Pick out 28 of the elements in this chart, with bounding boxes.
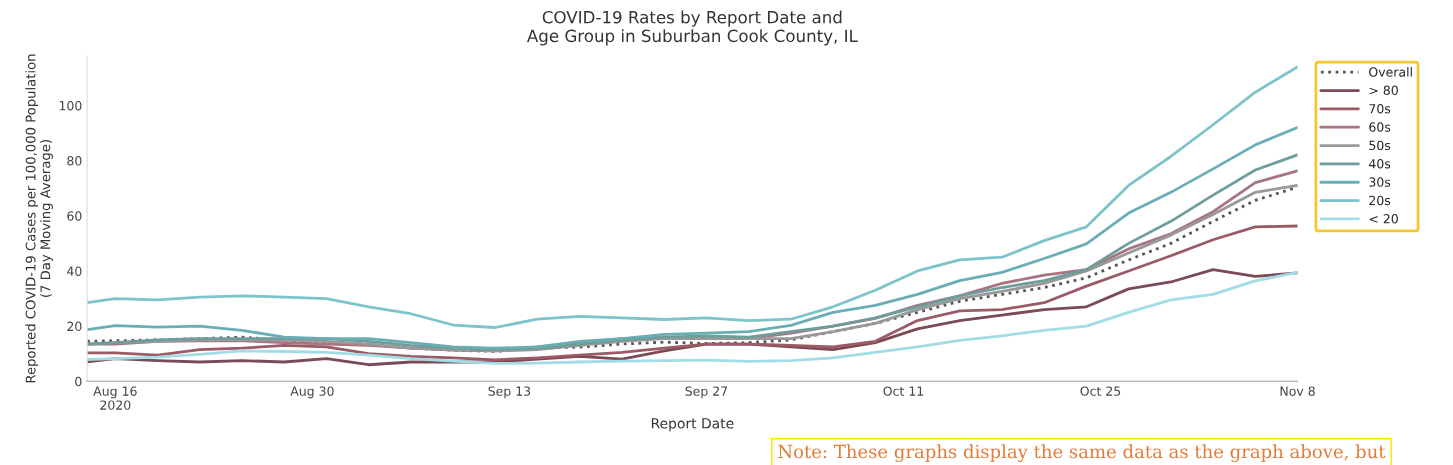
- y-tick-label: 20: [67, 321, 82, 332]
- legend-label: > 80: [1369, 85, 1398, 96]
- y-tick-label: 80: [67, 156, 82, 166]
- legend-label: 40s: [1368, 159, 1391, 169]
- text: Note: These graphs display the same data as the graph above, but: [778, 444, 1386, 463]
- legend-label: 50s: [1369, 140, 1391, 151]
- legend-label: 30s: [1369, 177, 1391, 187]
- x-tick-label: Oct 25: [1080, 386, 1121, 396]
- x-tick-label: Oct 11: [883, 386, 924, 396]
- x-tick-label: Aug 30: [290, 386, 334, 399]
- y-tick-label: 0: [75, 376, 82, 387]
- x-axis-title: Report Date: [651, 418, 734, 432]
- legend-label: < 20: [1369, 214, 1398, 224]
- x-tick-label: Sep 13: [488, 386, 531, 399]
- y-axis-title: Reported COVID-19 Cases per 100,000 Population (7 Day Moving Average): [25, 54, 53, 383]
- legend-label: 70s: [1369, 103, 1391, 114]
- x-tick-label: Sep 27: [685, 386, 728, 399]
- legend-label: 60s: [1369, 122, 1391, 132]
- x-tick-label: Nov 8: [1280, 386, 1315, 396]
- y-tick-label: 60: [67, 211, 82, 221]
- chart-title: COVID-19 Rates by Report Date and Age Group in Suburban Cook County, IL: [526, 10, 858, 46]
- legend-label: 20s: [1369, 195, 1391, 206]
- line-series: [87, 224, 1298, 362]
- x-tick-label: Aug 16 2020: [93, 386, 137, 410]
- y-tick-label: 40: [67, 266, 82, 276]
- line-series: [87, 65, 1298, 329]
- y-tick-label: 100: [59, 100, 82, 111]
- legend-label: Overall: [1369, 67, 1412, 77]
